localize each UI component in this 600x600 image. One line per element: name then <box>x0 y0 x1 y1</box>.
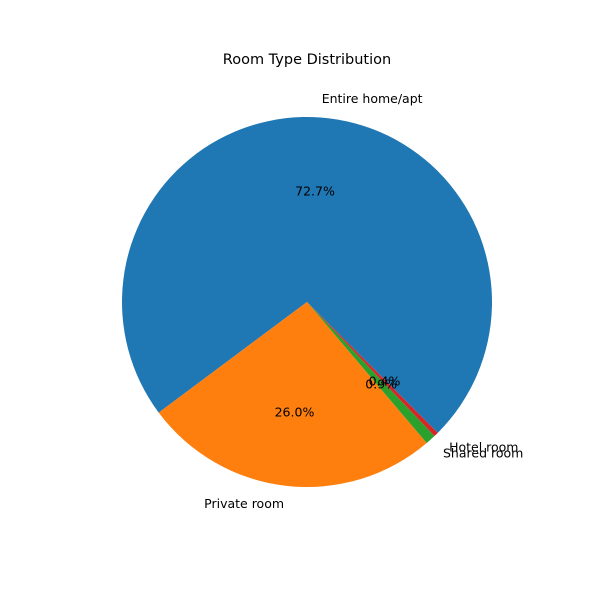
slice-label: Private room <box>204 496 284 511</box>
slice-percent-label: 0.9% <box>365 377 397 392</box>
slice-label: Hotel room <box>449 440 518 455</box>
pie-slice-shared-room <box>307 302 435 444</box>
slice-label: Entire home/apt <box>322 91 423 106</box>
pie-slice-private-room <box>158 302 427 487</box>
pie-slices <box>122 117 493 487</box>
slice-label: Shared room <box>443 445 523 460</box>
pie-slice-entire-home-apt <box>122 117 493 433</box>
slice-percent-label: 26.0% <box>275 404 315 419</box>
slice-percent-label: 0.4% <box>369 373 401 388</box>
slice-percent-label: 72.7% <box>295 183 335 198</box>
chart-title: Room Type Distribution <box>223 52 391 68</box>
pie-labels: Entire home/apt 72.7% Private room 26.0% Sha… <box>204 91 523 511</box>
pie-slice-hotel-room <box>307 302 438 437</box>
